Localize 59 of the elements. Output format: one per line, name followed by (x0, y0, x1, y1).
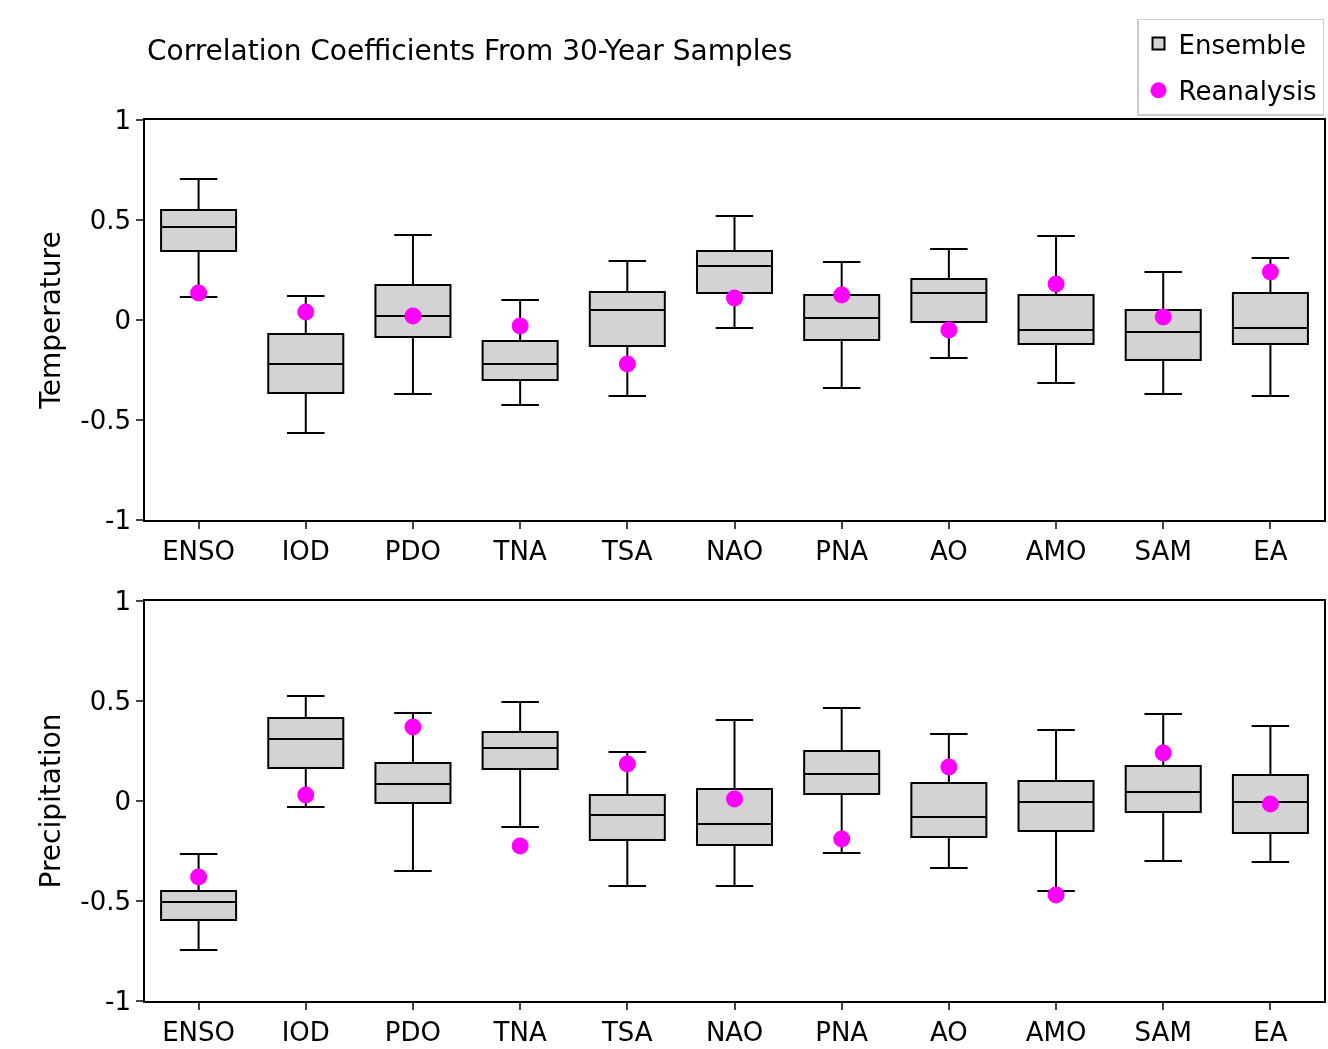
x-tick-label: TNA (492, 1016, 547, 1047)
x-tick-label: IOD (281, 535, 330, 566)
x-tick-label: TSA (600, 535, 653, 566)
x-tick-label: PDO (384, 535, 442, 566)
point (618, 355, 636, 373)
point (297, 786, 315, 804)
point (1261, 263, 1279, 281)
point (404, 307, 422, 325)
y-tick-label: 0 (114, 305, 132, 336)
x-tick-label: TNA (492, 535, 547, 566)
x-tick-label: NAO (705, 535, 764, 566)
x-tick-label: SAM (1134, 1016, 1192, 1047)
y-tick-label: 0.5 (89, 205, 132, 236)
point (1154, 308, 1172, 326)
point (726, 790, 743, 808)
point (404, 718, 422, 736)
y-tick-label: -1 (105, 986, 132, 1017)
y-tick-label: 1 (114, 105, 132, 136)
x-tick-label: AMO (1025, 535, 1087, 566)
x-tick-label: TSA (600, 1016, 653, 1047)
point (833, 286, 851, 304)
x-tick-label: PDO (384, 1016, 442, 1047)
point (190, 868, 208, 886)
y-tick-label: 1 (114, 586, 132, 617)
y-tick-label: -1 (105, 505, 132, 536)
x-tick-label: ENSO (162, 535, 236, 566)
x-tick-label: EA (1253, 535, 1288, 566)
point (297, 303, 315, 321)
x-tick-label: ENSO (162, 1016, 236, 1047)
point (511, 837, 529, 855)
point (940, 321, 958, 339)
y-tick-label: 0.5 (89, 686, 132, 717)
point (1261, 795, 1279, 813)
x-tick-label: NAO (705, 1016, 764, 1047)
point (190, 284, 208, 302)
y-axis-title: Temperature (33, 231, 67, 410)
x-tick-label: SAM (1134, 535, 1192, 566)
legend-label: Reanalysis (1178, 76, 1317, 107)
point (618, 755, 636, 773)
y-tick-label: -0.5 (80, 886, 132, 917)
x-tick-label: AO (929, 1016, 968, 1047)
x-tick-label: AO (929, 535, 968, 566)
x-tick-label: EA (1253, 1016, 1288, 1047)
y-tick-label: 0 (114, 786, 132, 817)
point (1047, 275, 1065, 293)
x-tick-label: IOD (281, 1016, 330, 1047)
y-tick-label: -0.5 (80, 405, 132, 436)
point (1047, 886, 1065, 904)
y-axis-title: Precipitation (33, 713, 67, 889)
point (511, 317, 529, 335)
chart-title: Correlation Coefficients From 30-Year Samples (147, 34, 793, 67)
x-tick-label: AMO (1025, 1016, 1087, 1047)
x-tick-label: PNA (815, 535, 869, 566)
point (1154, 744, 1172, 762)
point (833, 830, 851, 848)
point (726, 289, 743, 307)
legend-label: Ensemble (1178, 29, 1306, 60)
x-tick-label: PNA (815, 1016, 869, 1047)
point (940, 758, 958, 776)
